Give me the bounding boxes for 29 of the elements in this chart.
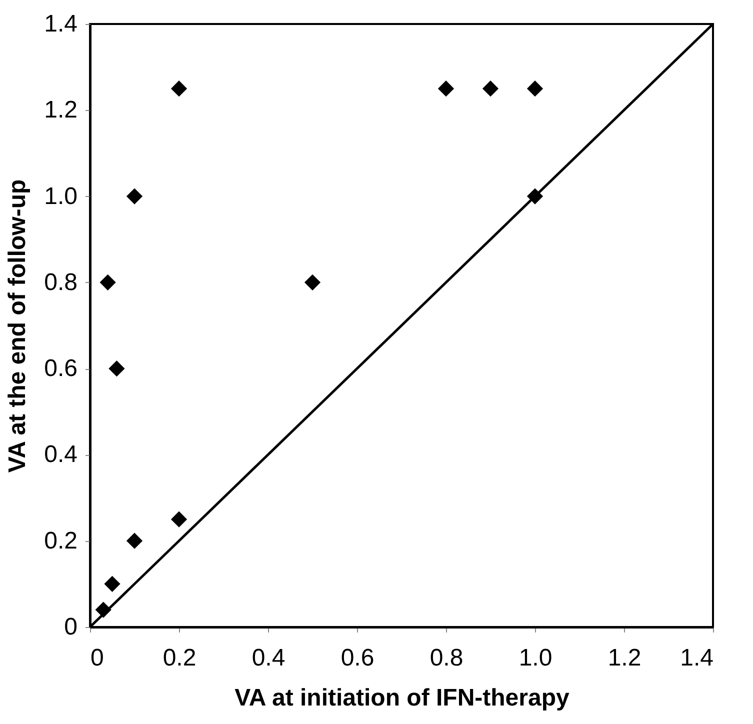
y-tick-label: 1.2 [44,96,78,124]
x-tick-label: 1.2 [608,644,642,672]
y-tick-label: 0 [64,614,78,640]
y-tick-label: 1.4 [44,10,78,38]
y-tick-label: 0.4 [44,441,78,468]
point [100,274,116,290]
point [108,360,125,377]
x-tick-label: 1.4 [680,644,714,672]
point [438,80,454,97]
y-tick-label: 0.2 [44,527,78,554]
x-axis-title: VA at initiation of IFN-therapy [234,684,570,712]
point [526,80,544,97]
point [126,532,143,549]
point [170,511,188,528]
x-tick-label: 0.6 [340,644,374,672]
x-tick-label: 0.8 [430,644,464,672]
point [126,188,143,204]
x-tick-label: 0 [90,644,104,672]
point [104,576,120,592]
y-tick-label: 0.6 [44,355,78,382]
point [482,80,499,97]
point [304,274,321,290]
x-tick-label: 1.0 [518,644,552,672]
y-tick-label: 1.0 [44,182,78,210]
y-axis-title: VA at the end of follow-up [4,179,32,473]
x-tick-label: 0.2 [162,644,196,672]
point [170,80,188,97]
y-tick-label: 0.8 [44,268,78,296]
x-tick-label: 0.4 [252,644,286,672]
